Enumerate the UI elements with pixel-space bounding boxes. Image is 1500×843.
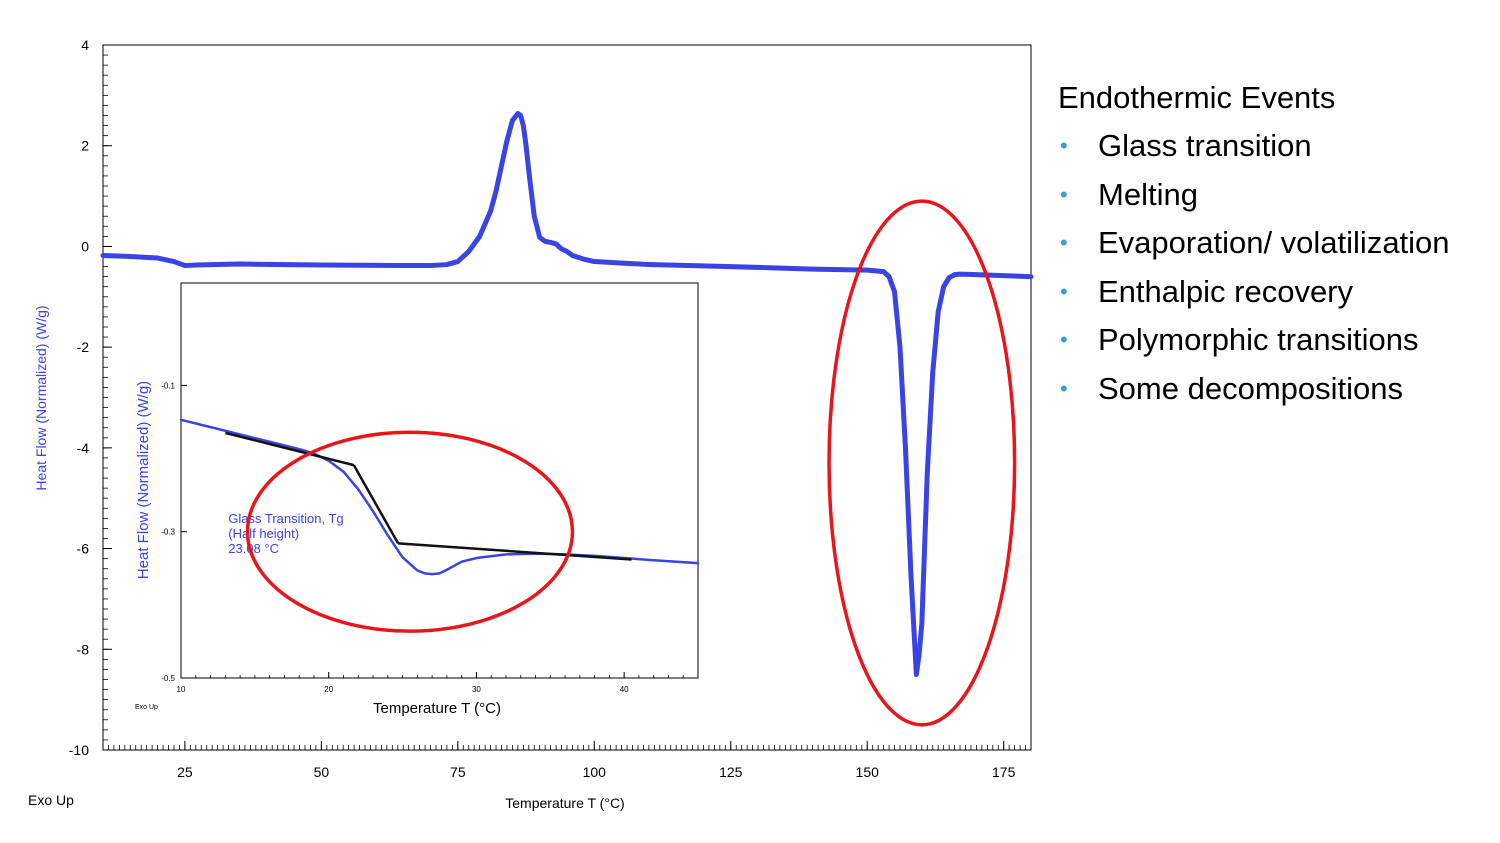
inset-x-tick-label: 10 bbox=[177, 685, 186, 694]
main-y-tick-label: 4 bbox=[81, 37, 89, 53]
event-item: • Evaporation/ volatilization bbox=[1058, 219, 1498, 268]
event-item-label: Polymorphic transitions bbox=[1098, 322, 1419, 358]
inset-plot: 10 20 30 40 -0.1 -0.3 -0.5 Glass Transition, Tg… bbox=[135, 282, 700, 717]
main-x-tick-label: 50 bbox=[314, 764, 330, 780]
inset-tangent-line bbox=[352, 464, 400, 545]
inset-annotation-line: 23.08 °C bbox=[228, 541, 279, 556]
event-item: • Enthalpic recovery bbox=[1058, 268, 1498, 317]
main-x-tick-label: 150 bbox=[856, 764, 880, 780]
bullet-icon: • bbox=[1060, 327, 1068, 353]
main-x-tick-label: 100 bbox=[583, 764, 607, 780]
event-item: • Melting bbox=[1058, 171, 1498, 220]
main-y-axis-title: Heat Flow (Normalized) (W/g) bbox=[33, 305, 49, 490]
main-x-tick-label: 125 bbox=[719, 764, 743, 780]
inset-x-tick-label: 20 bbox=[324, 685, 333, 694]
event-item-label: Some decompositions bbox=[1098, 370, 1403, 406]
bullet-icon: • bbox=[1060, 181, 1068, 207]
inset-exo-up-label: Exo Up bbox=[135, 704, 158, 711]
main-y-tick-label: -2 bbox=[77, 339, 90, 355]
events-list: • Glass transition • Melting • Evaporation/ v… bbox=[1058, 122, 1498, 414]
inset-y-tick-label: -0.3 bbox=[161, 528, 175, 537]
bullet-icon: • bbox=[1060, 230, 1068, 256]
inset-x-axis-title: Temperature T (°C) bbox=[373, 700, 501, 717]
event-item-label: Glass transition bbox=[1098, 128, 1312, 163]
main-y-tick-label: -10 bbox=[69, 742, 89, 758]
inset-annotation-line: (Half height) bbox=[228, 526, 299, 541]
event-item-label: Melting bbox=[1098, 176, 1198, 212]
main-y-tick-label: -6 bbox=[77, 541, 90, 557]
inset-tangent-line bbox=[225, 431, 355, 467]
main-x-tick-label: 175 bbox=[992, 764, 1016, 780]
inset-y-tick-label: -0.1 bbox=[161, 381, 175, 390]
bullet-icon: • bbox=[1060, 375, 1068, 401]
event-item: • Some decompositions bbox=[1058, 365, 1498, 414]
endothermic-events-panel: Endothermic Events • Glass transition • Mel… bbox=[1058, 78, 1498, 414]
inset-y-axis-title: Heat Flow (Normalized) (W/g) bbox=[135, 381, 152, 579]
inset-x-tick-label: 40 bbox=[620, 685, 629, 694]
inset-annotation-line: Glass Transition, Tg bbox=[228, 511, 343, 526]
event-item-label: Enthalpic recovery bbox=[1098, 273, 1354, 309]
event-item: • Glass transition bbox=[1058, 122, 1498, 171]
event-item-label: Evaporation/ volatilization bbox=[1098, 225, 1450, 261]
event-item: • Polymorphic transitions bbox=[1058, 316, 1498, 365]
inset-y-tick-label: -0.5 bbox=[161, 674, 175, 683]
inset-highlight-ellipse bbox=[245, 430, 575, 633]
main-y-tick-label: 0 bbox=[81, 238, 89, 254]
main-heat-flow-curve bbox=[100, 110, 1034, 677]
main-y-tick-label: -8 bbox=[77, 641, 90, 657]
main-x-tick-label: 25 bbox=[177, 764, 193, 780]
bullet-icon: • bbox=[1060, 133, 1068, 158]
main-exo-up-label: Exo Up bbox=[28, 792, 74, 808]
main-y-tick-label: -4 bbox=[77, 440, 90, 456]
bullet-icon: • bbox=[1060, 278, 1068, 304]
main-y-tick-label: 2 bbox=[81, 138, 89, 154]
main-x-axis-title: Temperature T (°C) bbox=[505, 795, 624, 811]
inset-x-tick-label: 30 bbox=[472, 685, 481, 694]
inset-tangent-line bbox=[398, 542, 632, 561]
main-x-tick-label: 75 bbox=[450, 764, 466, 780]
main-highlight-ellipse bbox=[827, 199, 1017, 727]
events-title: Endothermic Events bbox=[1058, 80, 1336, 115]
inset-plot-frame bbox=[180, 282, 699, 679]
